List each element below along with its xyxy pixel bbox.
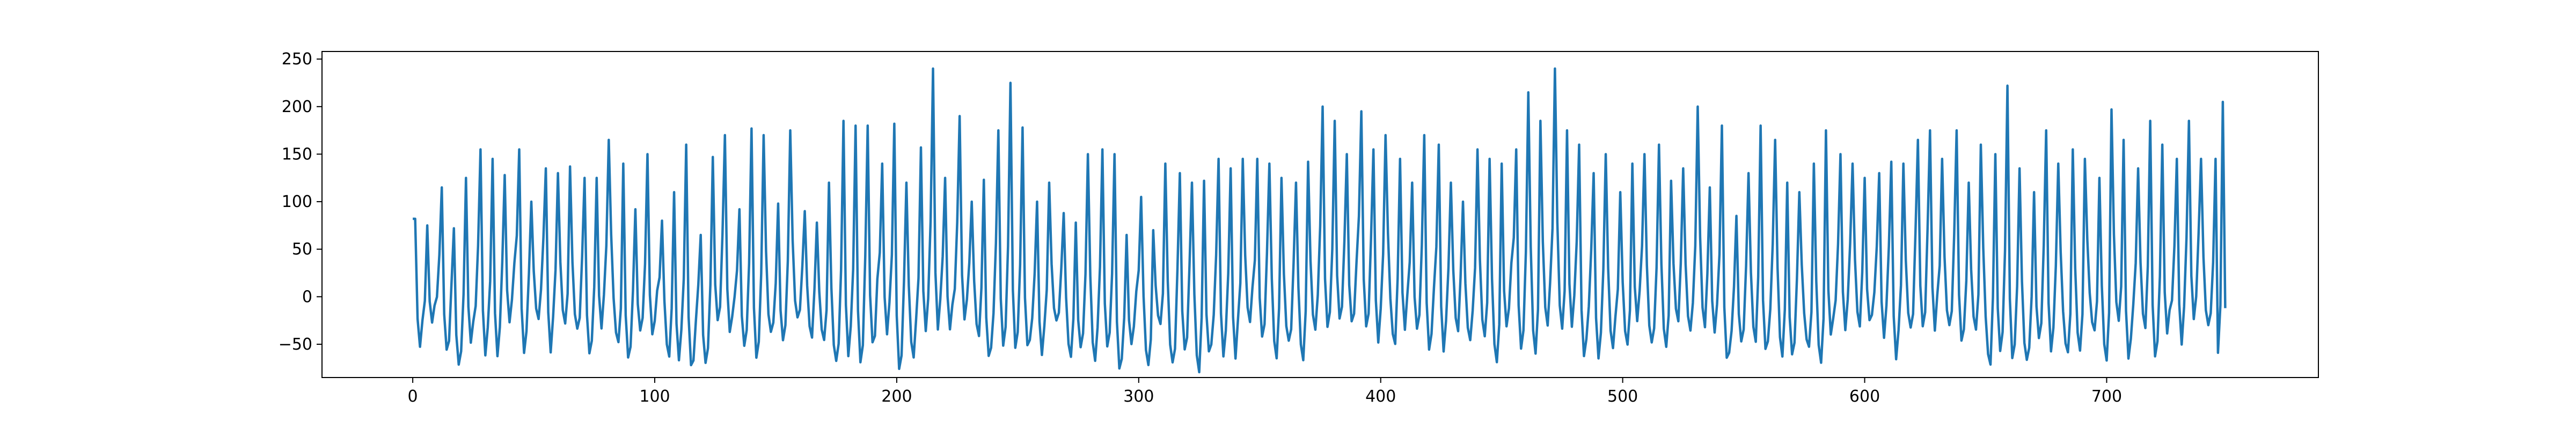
y-tick-label: 200: [282, 98, 312, 116]
x-tick-label: 400: [1365, 387, 1396, 406]
x-tick-label: 300: [1123, 387, 1154, 406]
axes-frame: [321, 51, 2319, 378]
x-tick-label: 700: [2091, 387, 2122, 406]
y-tick-label: 150: [282, 145, 312, 164]
y-axis: −50 0 50 100 150 200 250: [279, 50, 322, 354]
plot-area: [413, 67, 2227, 374]
x-tick-label: 600: [1849, 387, 1880, 406]
x-axis: 0 100 200 300 400 500 600 700: [408, 378, 2122, 406]
y-tick-label: 100: [282, 193, 312, 211]
y-tick-label: −50: [279, 335, 312, 354]
y-tick-label: 0: [302, 287, 312, 306]
x-tick-label: 100: [639, 387, 670, 406]
y-tick-label: 50: [292, 240, 312, 259]
x-tick-label: 200: [881, 387, 912, 406]
series-line: [413, 67, 2227, 374]
x-tick-label: 500: [1607, 387, 1638, 406]
y-tick-label: 250: [282, 50, 312, 69]
x-tick-label: 0: [408, 387, 418, 406]
